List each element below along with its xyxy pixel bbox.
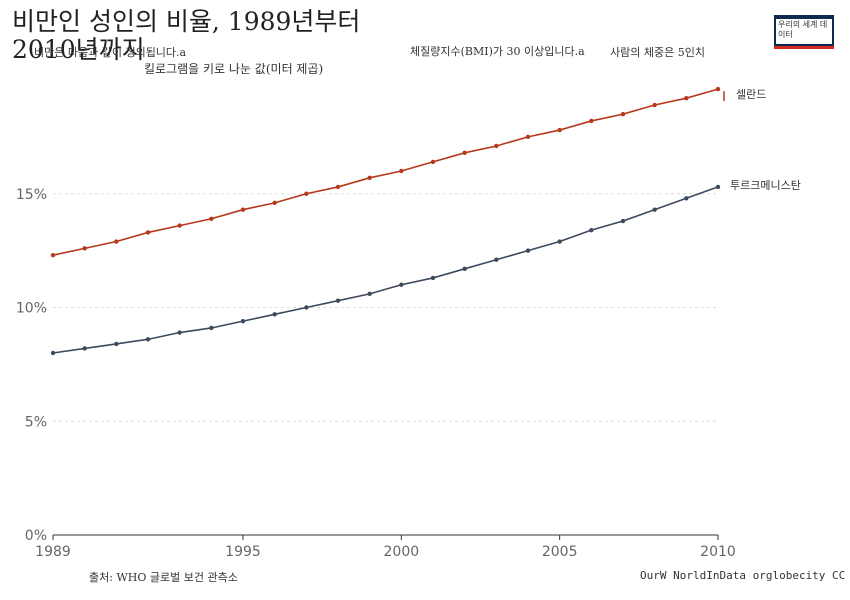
source-note: 출처: WHO 글로벌 보건 관측소 [89, 571, 238, 584]
y-tick-label: 0% [25, 528, 47, 544]
data-point[interactable] [177, 223, 182, 228]
data-point[interactable] [240, 207, 246, 212]
data-point[interactable] [177, 330, 182, 335]
data-point[interactable] [589, 118, 594, 124]
data-point[interactable] [430, 159, 436, 165]
data-point[interactable] [304, 191, 309, 196]
data-point[interactable] [715, 184, 721, 190]
data-point[interactable] [462, 266, 467, 272]
x-tick-label: 2010 [700, 544, 736, 560]
data-point[interactable] [272, 312, 277, 317]
data-point[interactable] [652, 207, 657, 212]
data-point[interactable] [557, 127, 562, 133]
data-point[interactable] [684, 196, 689, 201]
data-point[interactable] [525, 248, 531, 253]
subtitle-part-3: 사람의 체중은 5인치 [610, 46, 705, 59]
series-line-1[interactable] [52, 88, 719, 256]
data-point[interactable] [652, 102, 657, 108]
data-point[interactable] [589, 227, 594, 233]
page-title: 비만인 성인의 비율, 1989년부터 2010년까지 [12, 7, 361, 64]
y-tick-label: 15% [16, 187, 47, 203]
data-point[interactable] [557, 239, 562, 244]
data-point[interactable] [50, 252, 56, 258]
data-point[interactable] [209, 325, 214, 331]
data-point[interactable] [430, 275, 436, 281]
data-point[interactable] [367, 175, 372, 181]
data-point[interactable] [494, 143, 499, 149]
data-point[interactable] [50, 350, 56, 356]
series-label-1: 셀란드 [736, 88, 766, 101]
y-tick-label: 10% [16, 301, 47, 317]
data-point[interactable] [525, 134, 531, 140]
data-point[interactable] [82, 346, 87, 351]
credit-link[interactable]: OurW NorldInData orglobecity CC BY [640, 569, 850, 582]
subtitle-part-1: 비만은 다음과 같이 정의됩니다.a [34, 46, 187, 59]
series-line-2[interactable] [52, 186, 719, 354]
grid-lines [53, 193, 718, 422]
data-point[interactable] [145, 230, 151, 235]
data-point[interactable] [304, 305, 309, 310]
data-point[interactable] [620, 111, 626, 117]
data-point[interactable] [335, 184, 341, 190]
data-point[interactable] [684, 96, 689, 101]
axes: 0% 5% 10% 15% 1989 1995 2000 2005 2010 [16, 187, 736, 560]
x-tick-label: 2000 [384, 544, 420, 560]
logo-text: 우리의 세계 데이터 [778, 20, 828, 39]
data-point[interactable] [240, 318, 246, 324]
owid-logo[interactable]: 우리의 세계 데이터 [774, 15, 834, 49]
data-point[interactable] [620, 218, 626, 224]
data-point[interactable] [462, 150, 467, 155]
data-point[interactable] [114, 239, 119, 244]
data-point[interactable] [82, 246, 87, 251]
x-tick-label: 1995 [225, 544, 261, 560]
data-point[interactable] [145, 337, 151, 342]
x-tick-label: 1989 [35, 544, 71, 560]
data-point[interactable] [272, 200, 277, 206]
y-tick-label: 5% [25, 414, 47, 430]
series-lines [50, 86, 721, 356]
data-point[interactable] [335, 298, 341, 303]
series-label-2: 투르크메니스탄 [730, 179, 801, 192]
data-point[interactable] [209, 216, 214, 221]
subtitle-part-4: 킬로그램을 키로 나눈 값(미터 제곱) [144, 62, 324, 76]
data-point[interactable] [114, 341, 119, 347]
subtitle-part-2: 체질량지수(BMI)가 30 이상입니다.a [410, 45, 585, 58]
data-point[interactable] [715, 86, 721, 92]
logo-box: 우리의 세계 데이터 [774, 15, 834, 46]
data-point[interactable] [367, 291, 372, 297]
data-point[interactable] [494, 257, 499, 262]
x-tick-label: 2005 [542, 544, 578, 560]
data-point[interactable] [399, 168, 404, 174]
data-point[interactable] [399, 282, 404, 287]
